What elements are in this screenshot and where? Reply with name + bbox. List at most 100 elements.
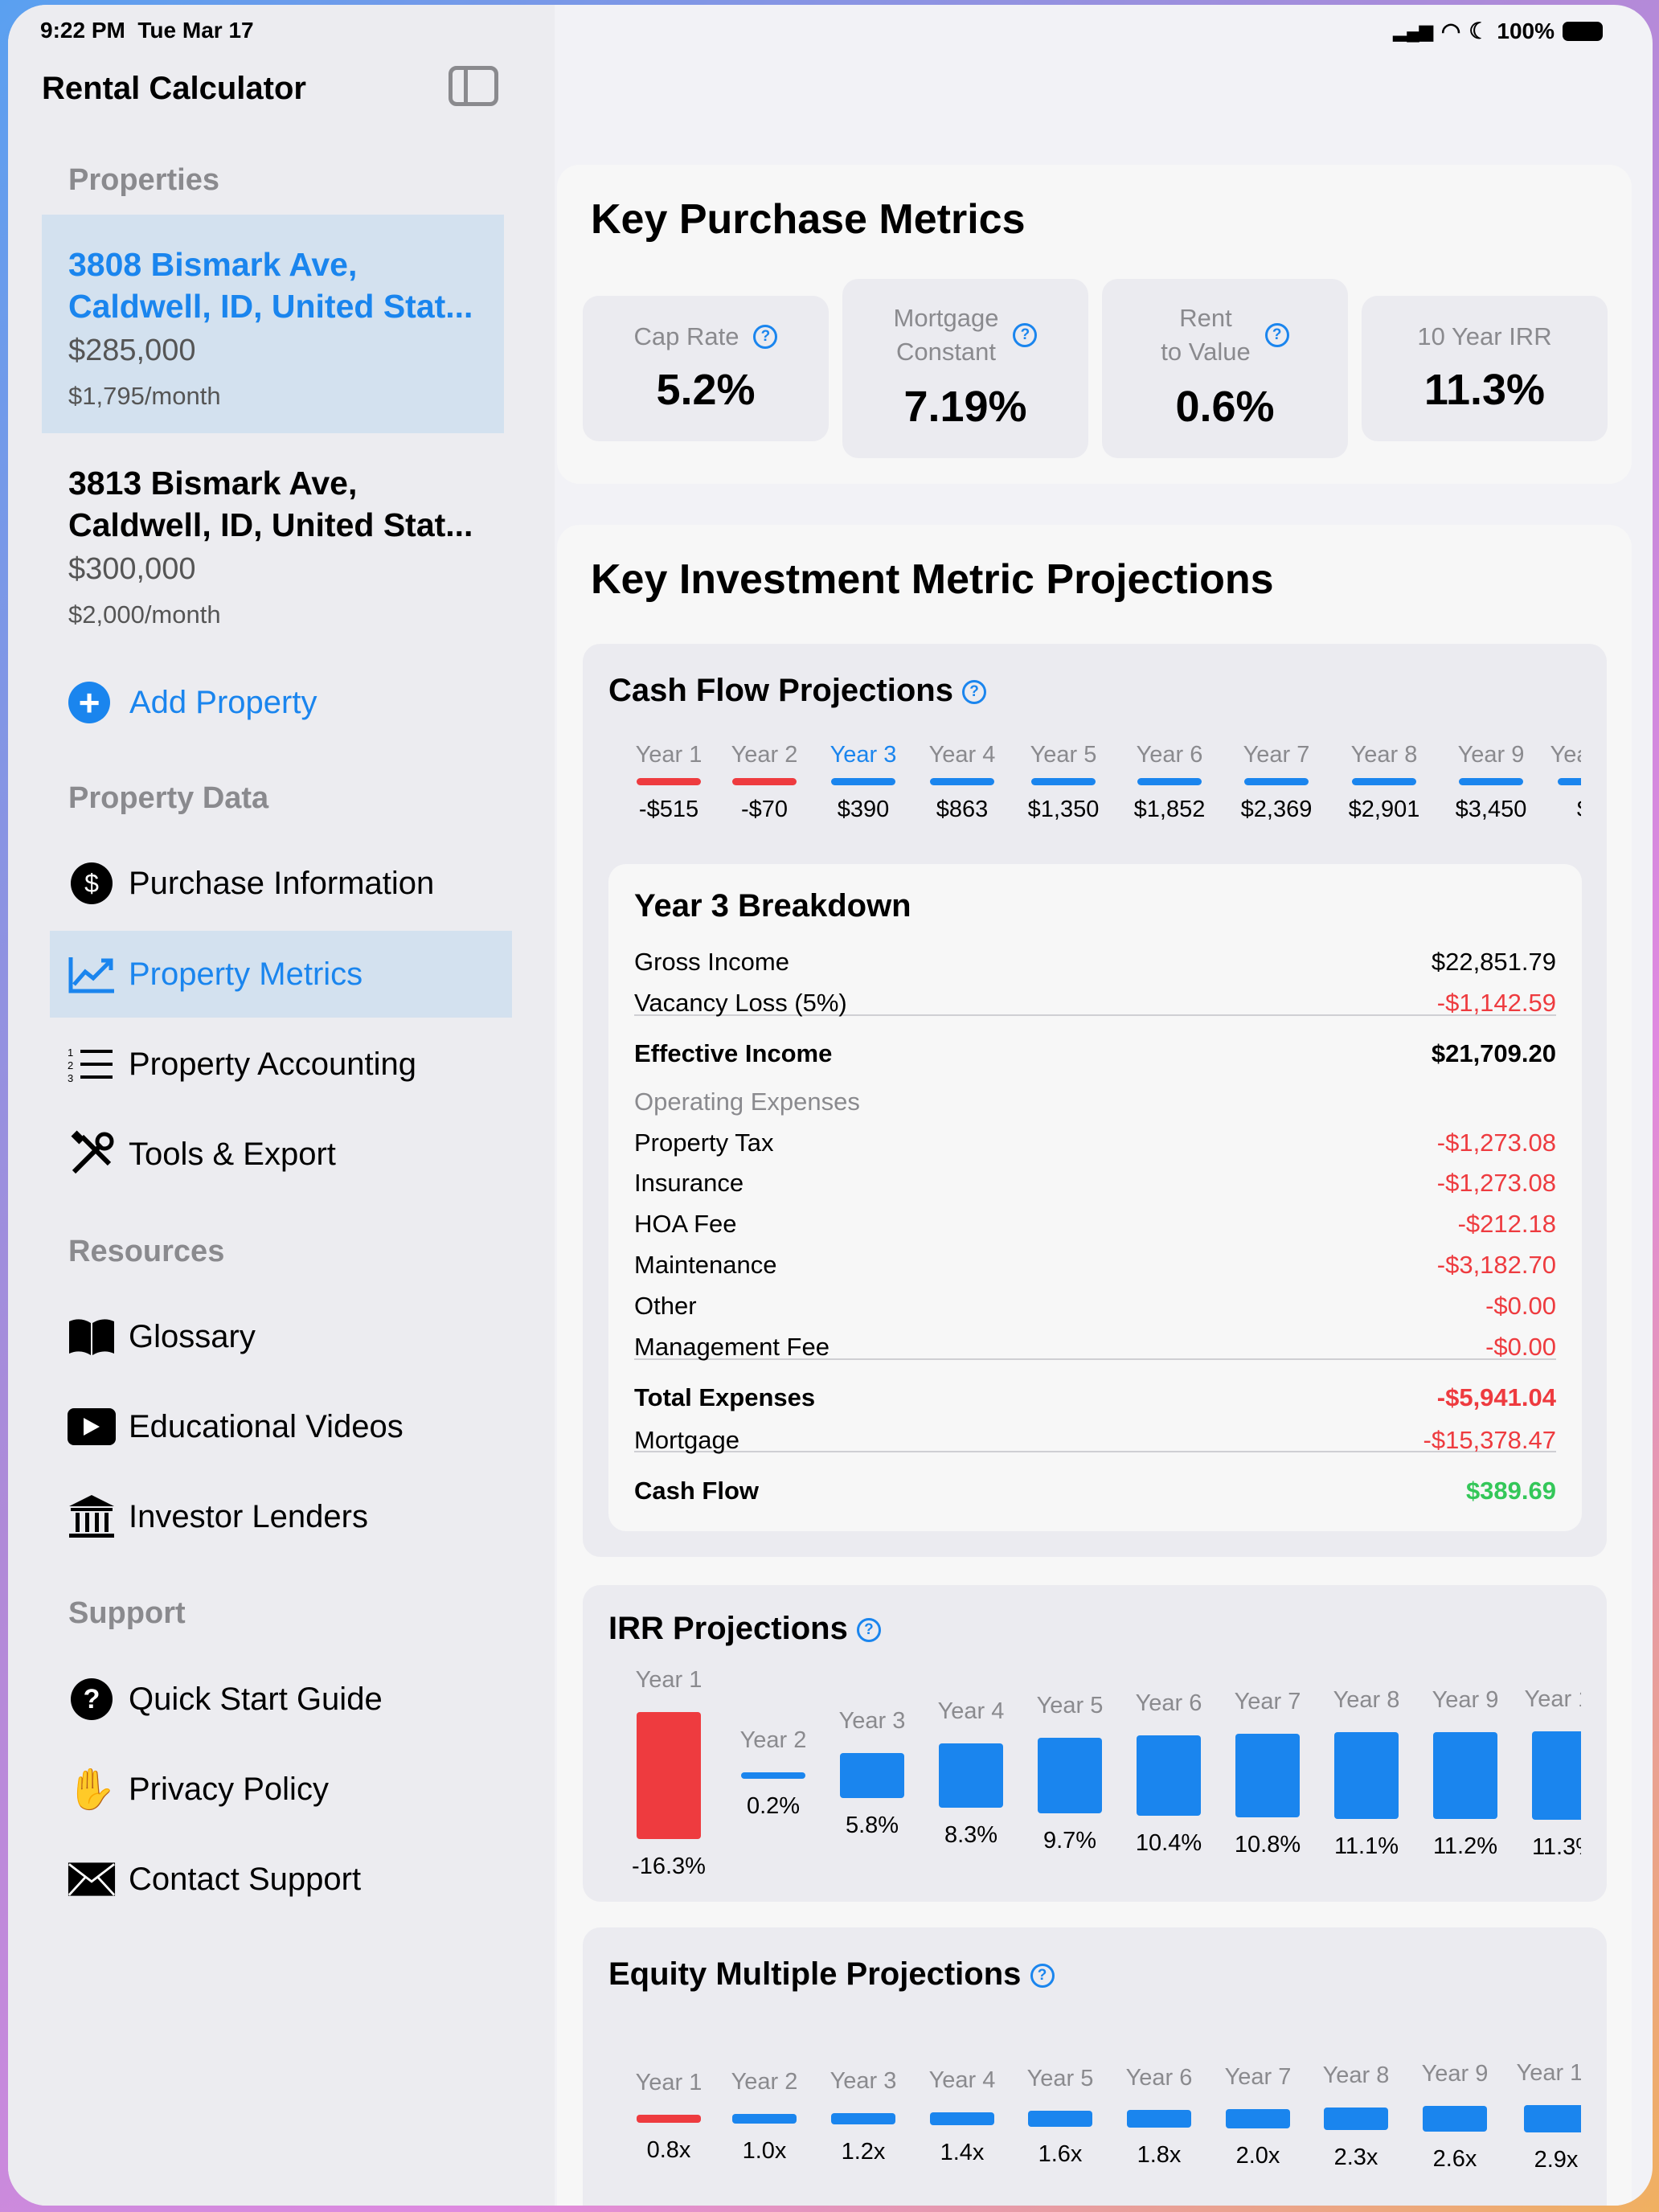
- chart-year-label: Year 10: [1516, 2059, 1581, 2086]
- cash-flow-year[interactable]: Year 1 -$515: [616, 742, 721, 823]
- row-label: Cash Flow: [634, 1477, 760, 1505]
- sidebar: 9:22 PM Tue Mar 17 Rental Calculator Pro…: [8, 5, 555, 2206]
- card-title: Key Investment Metric Projections: [591, 556, 1274, 603]
- property-list-item[interactable]: 3813 Bismark Ave, Caldwell, ID, United St…: [42, 433, 504, 652]
- irr-bar: [1433, 1731, 1497, 1820]
- sidebar-item-property-metrics[interactable]: Property Metrics: [50, 931, 512, 1018]
- date: Tue Mar 17: [137, 18, 254, 43]
- sidebar-item-label: Glossary: [129, 1318, 256, 1354]
- tools-icon: [68, 1130, 116, 1178]
- cash-flow-year[interactable]: Year 8 $2,901: [1332, 742, 1436, 823]
- irr-bar: [939, 1743, 1003, 1809]
- status-icons: ▂▄▆ ◠ ☾ 100%: [1393, 18, 1603, 44]
- wifi-icon: ◠: [1440, 18, 1461, 43]
- cash-flow-year[interactable]: Year 9 $3,450: [1439, 742, 1543, 823]
- cash-flow-year[interactable]: Year 3 $390: [811, 742, 916, 823]
- sidebar-item-purchase-information[interactable]: $ Purchase Information: [50, 840, 512, 927]
- cash-flow-year[interactable]: Year 7 $2,369: [1224, 742, 1329, 823]
- year-label: Year 6: [1136, 742, 1203, 768]
- sidebar-item-label: Property Metrics: [129, 956, 363, 992]
- property-list-item[interactable]: 3808 Bismark Ave, Caldwell, ID, United St…: [42, 215, 504, 433]
- row-value: -$15,378.47: [1423, 1426, 1556, 1454]
- sidebar-item-privacy-policy[interactable]: ✋ Privacy Policy: [50, 1746, 512, 1833]
- equity-title: Equity Multiple Projections: [608, 1956, 1022, 1992]
- year-label: Year 1: [635, 742, 703, 768]
- equity-bar: [1226, 2109, 1290, 2128]
- year-label: Year 2: [731, 742, 798, 768]
- key-purchase-metrics-card: Key Purchase Metrics Cap Rate? 5.2% Mort…: [557, 165, 1632, 484]
- help-icon[interactable]: ?: [962, 680, 987, 705]
- irr-bar: [1038, 1737, 1102, 1814]
- metric-tile: Rent to Value? 0.6%: [1102, 279, 1348, 458]
- chart-year-label: Year 4: [937, 1698, 1005, 1724]
- metric-value: 0.6%: [1175, 383, 1275, 431]
- year-breakdown-card: Year 3 Breakdown Gross Income $22,851.79 V…: [608, 864, 1582, 1531]
- hand-icon: ✋: [66, 1766, 117, 1812]
- sidebar-toggle-icon[interactable]: [449, 66, 498, 106]
- sidebar-item-tools-export[interactable]: Tools & Export: [50, 1111, 512, 1198]
- cash-flow-bar: [831, 778, 895, 785]
- irr-bar: [741, 1772, 805, 1779]
- cash-flow-year[interactable]: Year 10 $4: [1538, 742, 1581, 823]
- sidebar-item-quick-start-guide[interactable]: ? Quick Start Guide: [50, 1656, 512, 1743]
- help-icon[interactable]: ?: [1264, 323, 1289, 347]
- help-icon[interactable]: ?: [1013, 323, 1038, 347]
- chart-year-label: Year 10: [1524, 1686, 1581, 1713]
- sidebar-item-educational-videos[interactable]: Educational Videos: [50, 1383, 512, 1470]
- sidebar-item-label: Contact Support: [129, 1861, 362, 1897]
- irr-bar: [840, 1752, 904, 1799]
- status-time: 9:22 PM Tue Mar 17: [40, 18, 254, 43]
- cash-flow-bar: [1244, 778, 1309, 785]
- equity-bar: [1028, 2111, 1092, 2127]
- breakdown-row: Mortgage -$15,378.47: [634, 1426, 1556, 1455]
- sidebar-item-investor-lenders[interactable]: Investor Lenders: [50, 1473, 512, 1560]
- cash-flow-year[interactable]: Year 6 $1,852: [1117, 742, 1222, 823]
- plus-circle-icon: +: [68, 682, 110, 723]
- help-icon[interactable]: ?: [856, 1618, 881, 1643]
- row-value: $21,709.20: [1431, 1039, 1556, 1067]
- app-screen: 9:22 PM Tue Mar 17 Rental Calculator Pro…: [8, 5, 1653, 2206]
- cash-flow-bar: [1352, 778, 1416, 785]
- irr-chart: Year 1 -16.3% Year 2 0.2% Year 3 5.8% Year 4 8.…: [583, 1585, 1581, 1902]
- resources-header: Resources: [68, 1235, 225, 1268]
- row-label: Effective Income: [634, 1039, 833, 1067]
- year-label: Year 8: [1350, 742, 1418, 768]
- projections-card: Key Investment Metric Projections Cash F…: [557, 525, 1632, 2206]
- cash-flow-bar: [1558, 778, 1581, 785]
- svg-text:1: 1: [68, 1047, 73, 1059]
- chart-value-label: 0.8x: [646, 2137, 691, 2163]
- chart-value-label: 11.2%: [1432, 1833, 1498, 1860]
- row-label: Management Fee: [634, 1333, 830, 1361]
- cash-flow-year[interactable]: Year 2 -$70: [712, 742, 817, 823]
- property-address-line2: Caldwell, ID, United Stat...: [68, 288, 473, 325]
- properties-header: Properties: [68, 163, 219, 197]
- moon-icon: ☾: [1469, 18, 1489, 43]
- chart-value-label: 11.1%: [1333, 1833, 1399, 1859]
- chart-year-label: Year 6: [1135, 1690, 1202, 1716]
- card-title: Key Purchase Metrics: [591, 196, 1026, 243]
- sidebar-item-label: Quick Start Guide: [129, 1681, 383, 1717]
- breakdown-row: Cash Flow $389.69: [634, 1477, 1556, 1505]
- chart-line-icon: [68, 950, 116, 998]
- property-rent: $1,795/month: [68, 382, 221, 410]
- irr-title: IRR Projections: [608, 1611, 848, 1646]
- help-icon[interactable]: ?: [1030, 1964, 1055, 1989]
- bank-icon: [68, 1493, 116, 1541]
- breakdown-title: Year 3 Breakdown: [634, 888, 911, 924]
- row-label: Operating Expenses: [634, 1088, 860, 1116]
- equity-bar: [637, 2115, 701, 2123]
- property-address-line1: 3813 Bismark Ave,: [68, 465, 358, 502]
- chart-year-label: Year 2: [731, 2069, 798, 2095]
- row-label: Other: [634, 1292, 697, 1320]
- add-property-button[interactable]: + Add Property: [68, 682, 317, 723]
- sidebar-item-contact-support[interactable]: Contact Support: [50, 1836, 512, 1923]
- sidebar-item-property-accounting[interactable]: 1 2 3 Property Accounting: [50, 1021, 512, 1108]
- breakdown-row: HOA Fee -$212.18: [634, 1210, 1556, 1239]
- help-icon[interactable]: ?: [753, 325, 778, 349]
- breakdown-row: Insurance -$1,273.08: [634, 1169, 1556, 1198]
- sidebar-item-glossary[interactable]: Glossary: [50, 1293, 512, 1380]
- breakdown-row: Management Fee -$0.00: [634, 1333, 1556, 1362]
- cash-flow-year[interactable]: Year 4 $863: [910, 742, 1014, 823]
- cash-flow-projections: Cash Flow Projections ? Year 1 -$515 Yea…: [583, 644, 1607, 1557]
- cash-flow-year[interactable]: Year 5 $1,350: [1011, 742, 1116, 823]
